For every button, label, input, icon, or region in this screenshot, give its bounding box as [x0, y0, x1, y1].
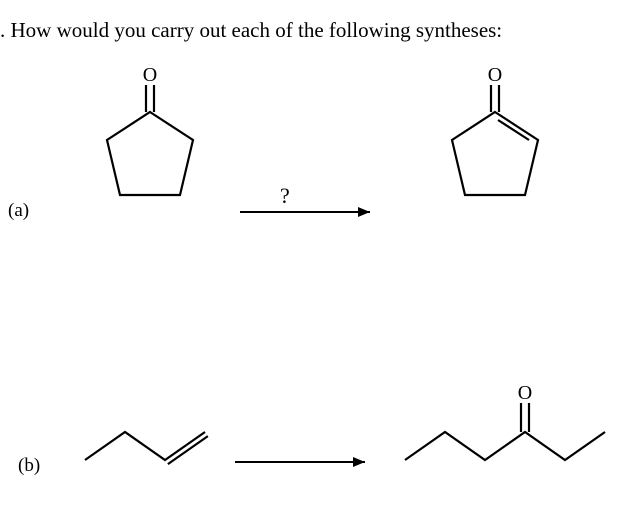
page: . How would you carry out each of the fo… [0, 0, 637, 526]
reaction-arrow-b [0, 0, 637, 526]
